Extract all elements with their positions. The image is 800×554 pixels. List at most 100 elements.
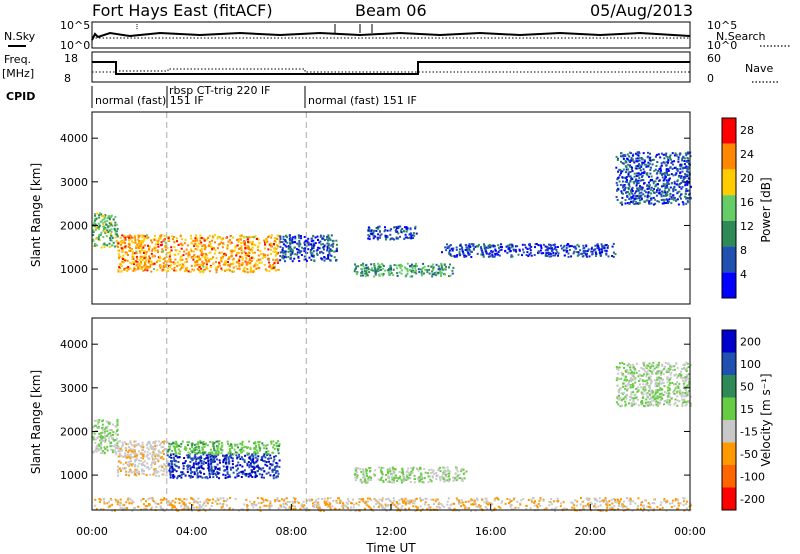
power-cell [297, 234, 300, 237]
power-cell [479, 246, 482, 249]
power-cell [121, 241, 124, 243]
power-cell [379, 266, 382, 268]
velocity-cell [339, 501, 341, 504]
velocity-cell [380, 469, 383, 472]
power-cell [144, 253, 147, 256]
power-cell [298, 241, 301, 244]
power-cell [626, 157, 628, 160]
power-cell [601, 247, 604, 249]
velocity-cell [220, 452, 223, 455]
power-cell [238, 259, 241, 262]
velocity-cell [231, 463, 234, 466]
power-cell [461, 249, 464, 252]
velocity-cell [199, 452, 202, 455]
power-cell [246, 261, 249, 264]
velocity-cell [228, 507, 231, 510]
velocity-cell [448, 475, 450, 478]
power-cell [173, 246, 176, 249]
velocity-cell [391, 478, 394, 481]
velocity-cell [447, 506, 450, 509]
velocity-cell [102, 436, 104, 439]
velocity-cell [365, 500, 368, 503]
power-cell [270, 243, 273, 246]
velocity-cell [220, 441, 223, 444]
power-cell [162, 266, 165, 269]
velocity-cell [227, 451, 230, 454]
power-y-tick-label: 1000 [60, 263, 88, 276]
velocity-cell [247, 473, 250, 475]
velocity-cell [416, 467, 419, 470]
velocity-cell [119, 461, 122, 464]
power-cell [329, 259, 332, 262]
velocity-cell [380, 470, 383, 473]
velocity-cell [532, 497, 535, 499]
power-cell [355, 271, 358, 274]
velocity-cell [283, 499, 285, 502]
power-cell [396, 230, 399, 233]
velocity-cell [674, 498, 677, 501]
power-cell [181, 266, 184, 269]
velocity-cell [116, 442, 119, 445]
velocity-cell [510, 499, 513, 502]
velocity-cell [161, 499, 164, 501]
power-cell [303, 258, 306, 261]
power-cell [622, 186, 624, 189]
velocity-cell [419, 509, 422, 512]
velocity-cell [409, 481, 412, 483]
power-cell [208, 234, 211, 237]
power-cell [303, 243, 306, 246]
power-cell [243, 242, 246, 245]
velocity-cell [110, 499, 113, 501]
power-cell [566, 243, 569, 245]
power-cell [193, 245, 196, 247]
power-cell [150, 252, 153, 255]
power-cell [648, 184, 651, 187]
velocity-cell [365, 472, 368, 475]
power-cell [237, 261, 240, 264]
velocity-cell [272, 460, 275, 463]
power-cell [245, 262, 248, 265]
velocity-cell [203, 445, 206, 448]
power-cell [632, 201, 634, 204]
power-cell [121, 234, 124, 237]
velocity-cell [461, 477, 464, 480]
power-cell [652, 196, 655, 199]
power-cell [329, 238, 332, 241]
velocity-cell [145, 505, 148, 507]
power-cell [664, 176, 667, 179]
velocity-cell [268, 467, 271, 470]
power-cell [409, 275, 412, 278]
velocity-cell [117, 469, 119, 471]
power-cell [384, 226, 386, 229]
velocity-cell [168, 442, 171, 445]
power-cell [200, 249, 203, 252]
power-cell [284, 250, 287, 253]
velocity-cell [393, 481, 396, 484]
power-cell [173, 269, 176, 272]
power-cell [378, 274, 381, 277]
power-cell [426, 269, 429, 272]
velocity-cell [183, 457, 186, 459]
velocity-cell [218, 472, 221, 475]
power-cell [440, 271, 443, 274]
power-cell [239, 238, 242, 241]
velocity-cell [246, 464, 249, 467]
power-cell [627, 183, 630, 186]
velocity-cell [157, 470, 160, 473]
power-cell [687, 151, 689, 154]
power-cell [229, 263, 232, 266]
velocity-cell [637, 497, 640, 500]
power-cell [185, 267, 187, 270]
power-cell [284, 260, 286, 263]
velocity-cell [210, 457, 213, 460]
velocity-cell [421, 498, 424, 501]
power-cell [359, 274, 362, 277]
power-cell [104, 227, 107, 230]
velocity-cell [219, 502, 221, 505]
velocity-cell [246, 462, 249, 465]
power-cell [150, 270, 153, 273]
power-cell [176, 261, 179, 264]
velocity-cell [239, 450, 242, 452]
power-cell [661, 176, 664, 179]
power-cell [220, 238, 223, 241]
